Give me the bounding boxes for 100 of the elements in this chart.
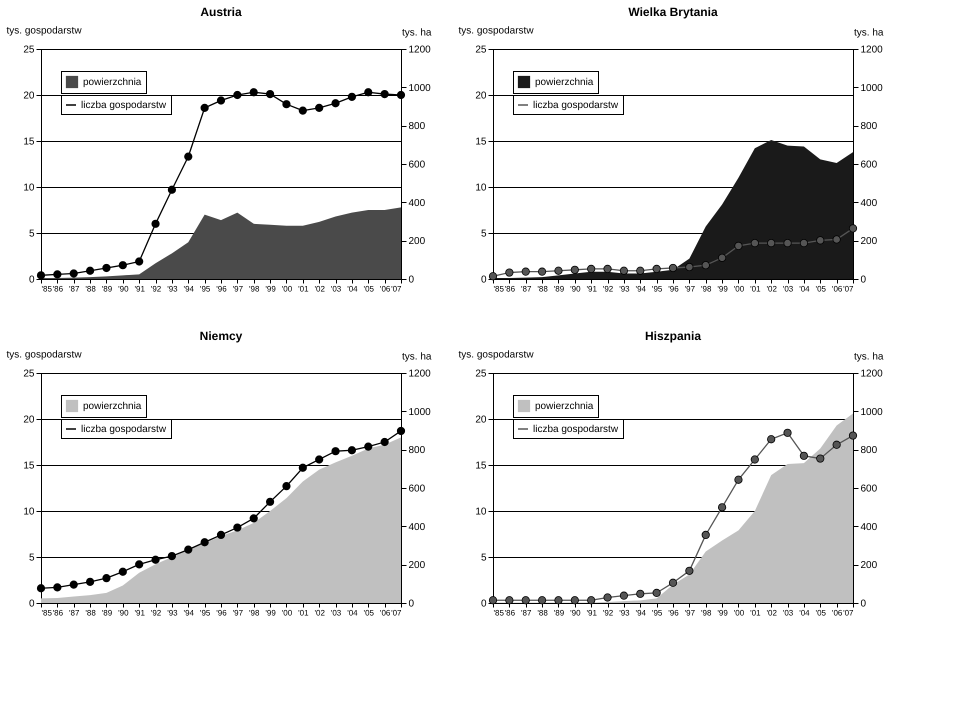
x-tick-label: '91: [586, 284, 598, 294]
x-tick-label: '02: [766, 608, 778, 618]
x-tick-label: '92: [602, 608, 614, 618]
x-tick-label: '01: [750, 608, 762, 618]
y-tick-label: 0: [28, 598, 35, 610]
x-tick-label: '02: [314, 284, 326, 294]
chart-title: Austria: [200, 5, 242, 19]
y2-axis-title: tys. ha: [402, 28, 432, 38]
point: [488, 596, 498, 604]
point: [53, 583, 62, 592]
x-tick-label: '00: [282, 284, 293, 294]
y2-axis-title: tys. ha: [854, 352, 884, 362]
chart-title: Wielka Brytania: [628, 5, 718, 19]
point: [168, 186, 176, 194]
x-tick-label: '95: [200, 608, 211, 618]
point: [587, 596, 596, 604]
point: [331, 99, 340, 108]
x-tick-label: '90: [118, 608, 130, 618]
y-tick-label: 15: [23, 460, 35, 472]
x-tick-label: '91: [134, 608, 146, 618]
point: [184, 546, 192, 554]
x-tick-label: '92: [150, 284, 162, 294]
point: [216, 96, 226, 105]
y-tick-label: 10: [475, 506, 487, 518]
point: [652, 264, 661, 273]
x-tick-label: '89: [554, 284, 565, 294]
y-axis-title: tys. gospodarstw: [6, 26, 82, 36]
point: [315, 104, 324, 112]
x-tick-label: '94: [184, 608, 195, 618]
point: [102, 264, 111, 272]
point: [216, 530, 226, 540]
legend-label: powierzchnia: [535, 401, 594, 412]
x-tick-label: '85: [494, 608, 504, 618]
y2-tick-label: 200: [860, 560, 878, 572]
x-tick-label: '00: [282, 608, 293, 618]
y2-tick-label: 400: [408, 522, 426, 533]
y2-tick-label: 600: [860, 160, 878, 170]
point: [750, 455, 759, 464]
x-tick-label: '03: [782, 608, 794, 618]
y-tick-label: 20: [23, 414, 35, 426]
point: [832, 440, 841, 449]
x-tick-label: '07: [843, 284, 854, 294]
chart-title: Hiszpania: [644, 329, 702, 343]
y-tick-label: 25: [475, 368, 487, 380]
point: [767, 239, 776, 248]
x-tick-label: '06: [380, 284, 391, 294]
y-tick-label: 10: [475, 182, 487, 194]
point: [53, 270, 62, 278]
y2-tick-label: 800: [408, 445, 426, 456]
y2-tick-label: 1000: [408, 406, 432, 418]
y-axis-title: tys. gospodarstw: [458, 26, 534, 36]
x-tick-label: '05: [364, 284, 375, 294]
point: [734, 242, 743, 250]
y2-tick-label: 0: [860, 598, 866, 610]
point: [298, 464, 307, 472]
point: [718, 503, 726, 512]
point: [184, 152, 192, 161]
x-tick-label: '03: [330, 608, 342, 618]
point: [102, 574, 111, 582]
point: [488, 272, 498, 280]
y2-tick-label: 800: [860, 121, 878, 132]
point: [200, 538, 209, 546]
point: [538, 596, 546, 604]
y2-tick-label: 600: [408, 484, 426, 494]
x-tick-label: '98: [701, 284, 712, 294]
x-tick-label: '04: [799, 284, 810, 294]
y2-tick-label: 800: [408, 121, 426, 132]
y-tick-label: 5: [480, 228, 487, 240]
y2-tick-label: 1000: [408, 82, 432, 94]
x-tick-label: '07: [391, 284, 402, 294]
legend-label: liczba gospodarstw: [81, 424, 167, 435]
y-tick-label: 20: [23, 90, 35, 102]
y-tick-label: 25: [23, 368, 35, 380]
x-tick-label: '93: [619, 284, 630, 294]
point: [348, 446, 356, 454]
point: [620, 592, 628, 600]
x-tick-label: '89: [102, 284, 113, 294]
x-tick-label: '97: [684, 284, 696, 294]
x-tick-label: '02: [766, 284, 778, 294]
x-tick-label: '85: [42, 284, 52, 294]
point: [151, 220, 160, 228]
point: [848, 224, 858, 232]
point: [783, 428, 792, 437]
x-tick-label: '88: [537, 284, 548, 294]
legend-label: liczba gospodarstw: [533, 100, 619, 111]
y2-axis-title: tys. ha: [402, 352, 432, 362]
y2-tick-label: 1200: [860, 368, 884, 380]
point: [702, 261, 710, 270]
point: [718, 254, 726, 262]
x-tick-label: '89: [554, 608, 565, 618]
point: [767, 435, 776, 444]
y-tick-label: 10: [23, 182, 35, 194]
x-tick-label: '86: [504, 608, 516, 618]
x-tick-label: '87: [69, 284, 80, 294]
point: [348, 92, 356, 101]
point: [380, 90, 389, 98]
point: [636, 590, 644, 598]
x-tick-label: '00: [734, 284, 745, 294]
point: [151, 556, 160, 564]
y2-tick-label: 0: [408, 598, 414, 610]
